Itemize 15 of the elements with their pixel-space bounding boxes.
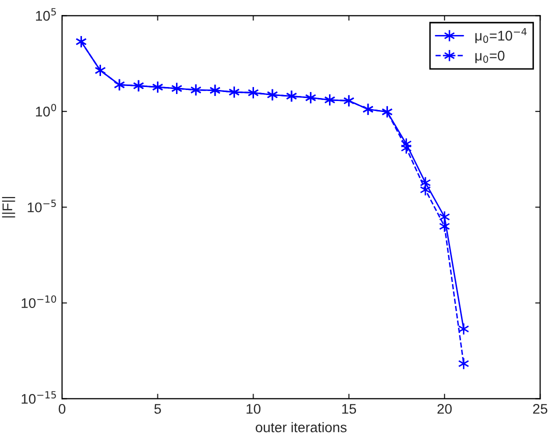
y-tick-label: 10$^{−15}$ bbox=[22, 391, 56, 404]
y-tick-label: 10$^{5}$ bbox=[36, 8, 56, 21]
legend-label: μ$_{0}$=0 bbox=[475, 50, 504, 64]
x-tick-label: 10 bbox=[246, 404, 260, 414]
y-axis-title: ||F|| bbox=[2, 196, 16, 218]
x-tick-label: 20 bbox=[438, 404, 452, 414]
y-tick-label: 10$^{−5}$ bbox=[28, 200, 56, 212]
x-tick-label: 0 bbox=[58, 404, 66, 414]
x-tick-label: 25 bbox=[533, 404, 548, 414]
y-tick-label: 10$^{0}$ bbox=[36, 104, 56, 117]
y-tick-label: 10$^{−10}$ bbox=[22, 295, 56, 308]
x-tick-label: 5 bbox=[154, 404, 161, 414]
x-axis-title: outer iterations bbox=[256, 422, 347, 432]
legend-label: μ$_{0}$=10$^{−4}$ bbox=[475, 28, 527, 44]
x-tick-label: 15 bbox=[342, 404, 356, 414]
